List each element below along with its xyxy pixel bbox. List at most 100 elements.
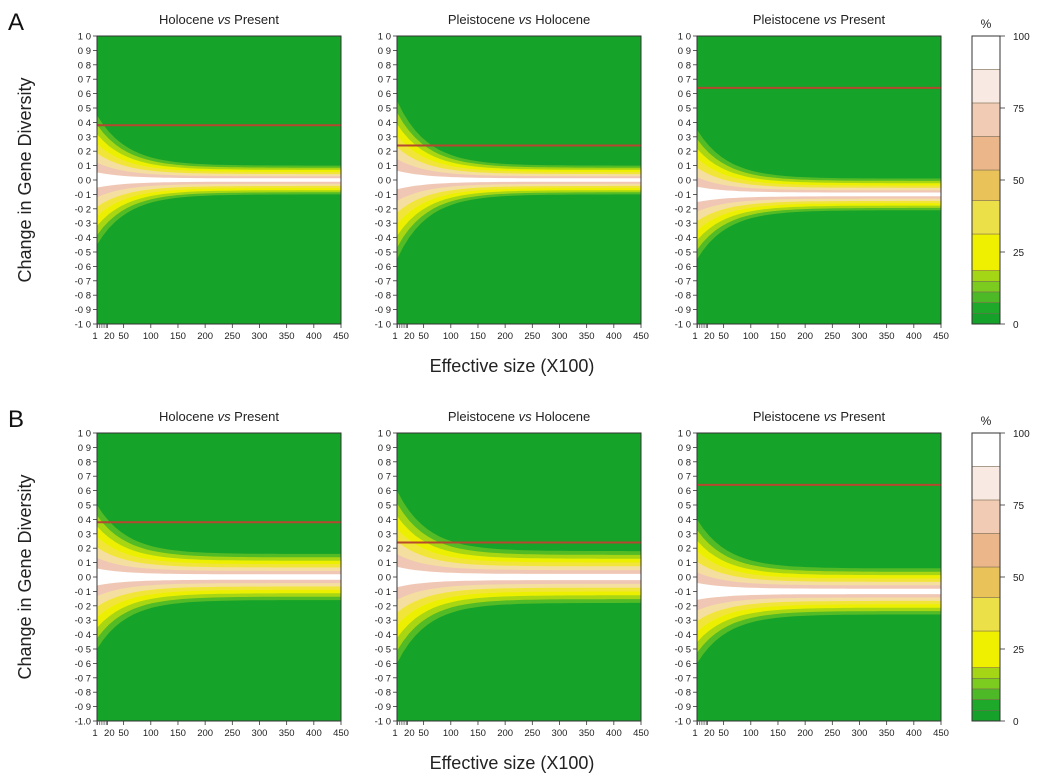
colorbar-tick-label: 0 <box>1013 320 1019 331</box>
y-tick-label: 0 0 <box>78 176 91 187</box>
density-band <box>397 170 641 190</box>
y-tick-label: -0 8 <box>375 291 391 302</box>
x-tick-label: 20 <box>404 331 415 342</box>
y-tick-label: -0 7 <box>375 673 391 684</box>
colorbar-tick-label: 100 <box>1013 32 1030 43</box>
y-tick-label: 0 8 <box>678 457 691 468</box>
heatmap-density <box>697 519 941 664</box>
y-tick-label: -0 3 <box>375 219 391 230</box>
colorbar-band <box>971 69 1001 104</box>
subplot-3: Pleistocene vs Present 1 0 0 9 0 8 0 7 0 6 0 5… <box>675 409 949 739</box>
heatmap-density <box>697 129 941 260</box>
x-tick-label: 450 <box>633 728 649 739</box>
density-band <box>697 582 941 600</box>
x-tick-label: 200 <box>797 331 813 342</box>
y-tick-label: -0 6 <box>75 659 91 670</box>
x-tick-label: 100 <box>443 331 459 342</box>
y-tick-label: 0 2 <box>378 147 391 158</box>
colorbar-tick-label: 50 <box>1013 176 1025 187</box>
y-tick-label: 0 2 <box>678 544 691 555</box>
colorbar-band <box>971 313 1001 325</box>
x-tick-label: 50 <box>118 728 129 739</box>
x-tick-label: 150 <box>770 728 786 739</box>
x-tick-label: 300 <box>852 331 868 342</box>
colorbar-tick-label: 25 <box>1013 645 1025 656</box>
x-tick-label: 400 <box>906 331 922 342</box>
y-tick-label: -0 6 <box>375 262 391 273</box>
y-tick-label: 0 3 <box>678 529 691 540</box>
y-tick-label: -0 5 <box>375 248 391 259</box>
y-tick-label: 0 8 <box>78 457 91 468</box>
colorbar-title: % <box>981 414 992 428</box>
y-tick-label: 0 5 <box>78 104 91 115</box>
x-tick-label: 250 <box>224 728 240 739</box>
y-tick-label: -0 9 <box>675 702 691 713</box>
y-tick-label: -0 1 <box>675 190 691 201</box>
x-tick-label: 200 <box>797 728 813 739</box>
x-tick-label: 20 <box>104 331 115 342</box>
y-tick-label: -0 4 <box>75 233 91 244</box>
heatmap-density <box>97 115 341 245</box>
y-tick-label: 0 5 <box>78 501 91 512</box>
y-tick-label: -0 6 <box>675 262 691 273</box>
colorbar-band <box>971 302 1001 314</box>
x-tick-label: 300 <box>852 728 868 739</box>
x-tick-label: 350 <box>279 728 295 739</box>
x-tick-label: 50 <box>718 728 729 739</box>
heatmap-density <box>97 505 341 649</box>
y-tick-label: -0 1 <box>75 587 91 598</box>
y-tick-label: -0 8 <box>375 688 391 699</box>
y-tick-label: -0 7 <box>75 276 91 287</box>
x-tick-label: 100 <box>743 331 759 342</box>
y-tick-label: 0 8 <box>378 457 391 468</box>
x-tick-label: 50 <box>118 331 129 342</box>
y-tick-label: 0 7 <box>78 75 91 86</box>
y-tick-label: -1 0 <box>675 320 691 331</box>
y-tick-label: -0 3 <box>75 219 91 230</box>
y-tick-label: 1 0 <box>378 429 391 440</box>
x-tick-label: 1 <box>392 331 397 342</box>
y-tick-label: -0 4 <box>375 630 391 641</box>
x-tick-label: 300 <box>252 331 268 342</box>
colorbar-title: % <box>981 17 992 31</box>
y-tick-label: 0 9 <box>378 46 391 57</box>
y-tick-label: 0 7 <box>678 75 691 86</box>
x-tick-label: 1 <box>92 331 97 342</box>
y-tick-label: 0 1 <box>678 558 691 569</box>
y-tick-label: 0 6 <box>78 486 91 497</box>
subplot-3: Pleistocene vs Present 1 0 0 9 0 8 0 7 0 6 0 5… <box>675 12 949 342</box>
x-tick-label: 400 <box>906 728 922 739</box>
colorbar-band <box>971 678 1001 690</box>
y-tick-label: -0 5 <box>675 645 691 656</box>
x-tick-label: 50 <box>718 331 729 342</box>
y-tick-label: -0 2 <box>675 204 691 215</box>
colorbar-band <box>971 291 1001 303</box>
panel-b: B Change in Gene Diversity Holocene vs Pre… <box>8 406 1030 773</box>
panel-label: A <box>8 9 24 36</box>
y-tick-label: 0 1 <box>378 558 391 569</box>
x-tick-label: 250 <box>524 728 540 739</box>
colorbar-band <box>971 432 1001 467</box>
y-tick-label: 0 7 <box>78 472 91 483</box>
subplot-title: Pleistocene vs Present <box>753 12 886 27</box>
y-tick-label: 0 7 <box>378 472 391 483</box>
y-tick-label: -0 3 <box>675 616 691 627</box>
y-tick-label: 0 6 <box>678 89 691 100</box>
colorbar-band <box>971 270 1001 282</box>
y-tick-label: -0 9 <box>675 305 691 316</box>
y-tick-label: 0 1 <box>78 161 91 172</box>
x-tick-label: 150 <box>470 331 486 342</box>
x-tick-label: 20 <box>704 728 715 739</box>
y-tick-label: 0 3 <box>678 132 691 143</box>
y-tick-label: 1 0 <box>678 429 691 440</box>
y-tick-label: -1 0 <box>375 717 391 728</box>
y-tick-label: -0 7 <box>675 673 691 684</box>
y-tick-label: 0 1 <box>678 161 691 172</box>
colorbar-tick-label: 100 <box>1013 429 1030 440</box>
subplot-1: Holocene vs Present 1 0 0 9 0 8 0 7 0 6 0 5 0 4… <box>75 409 349 739</box>
y-tick-label: 0 9 <box>678 443 691 454</box>
y-tick-label: -0 8 <box>675 291 691 302</box>
x-tick-label: 250 <box>824 331 840 342</box>
colorbar-band <box>971 136 1001 171</box>
subplot-2: Pleistocene vs Holocene 1 0 0 9 0 8 0 7 0 6 0 … <box>375 12 649 342</box>
